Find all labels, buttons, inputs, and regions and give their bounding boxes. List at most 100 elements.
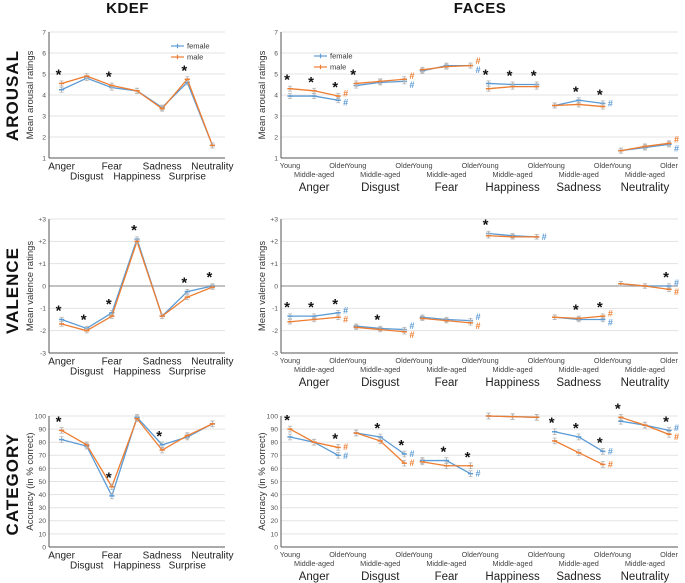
svg-text:-3: -3 xyxy=(272,350,278,357)
row-label-arousal: AROUSAL xyxy=(0,28,26,163)
svg-text:*: * xyxy=(106,69,112,86)
svg-text:60: 60 xyxy=(270,466,278,473)
svg-text:Middle-aged: Middle-aged xyxy=(426,170,466,179)
svg-text:#: # xyxy=(608,446,613,456)
svg-text:10: 10 xyxy=(38,531,46,538)
svg-text:*: * xyxy=(332,296,338,313)
svg-text:+2: +2 xyxy=(38,239,46,246)
svg-text:Young: Young xyxy=(346,356,366,365)
svg-text:7: 7 xyxy=(42,29,46,36)
svg-text:3: 3 xyxy=(42,113,46,120)
svg-text:-1: -1 xyxy=(272,306,278,313)
svg-text:*: * xyxy=(207,269,213,286)
svg-text:Older: Older xyxy=(462,550,480,559)
svg-text:Accuracy (in % correct): Accuracy (in % correct) xyxy=(257,432,268,530)
svg-text:#: # xyxy=(343,451,348,461)
svg-text:Happiness: Happiness xyxy=(113,561,160,572)
row-label-category-text: CATEGORY xyxy=(3,432,22,536)
svg-text:Disgust: Disgust xyxy=(361,571,400,583)
svg-text:70: 70 xyxy=(270,453,278,460)
svg-text:*: * xyxy=(663,269,669,286)
svg-text:Older: Older xyxy=(329,550,347,559)
svg-text:Older: Older xyxy=(594,161,612,170)
svg-text:Happiness: Happiness xyxy=(113,172,160,183)
svg-text:female: female xyxy=(330,52,353,61)
svg-text:Older: Older xyxy=(660,550,678,559)
svg-text:2: 2 xyxy=(274,134,278,141)
svg-text:*: * xyxy=(56,303,62,320)
svg-text:#: # xyxy=(608,308,613,318)
svg-text:Mean arousal ratings: Mean arousal ratings xyxy=(25,50,36,139)
svg-text:#: # xyxy=(674,423,679,433)
svg-text:Young: Young xyxy=(346,550,366,559)
svg-text:Middle-aged: Middle-aged xyxy=(426,559,466,568)
svg-text:30: 30 xyxy=(38,505,46,512)
svg-text:Anger: Anger xyxy=(299,571,330,583)
svg-text:-1: -1 xyxy=(40,306,46,313)
svg-text:Sadness: Sadness xyxy=(143,357,182,368)
svg-text:*: * xyxy=(308,74,314,91)
svg-text:90: 90 xyxy=(270,427,278,434)
svg-text:40: 40 xyxy=(38,492,46,499)
svg-text:Young: Young xyxy=(611,356,631,365)
svg-text:Neutrality: Neutrality xyxy=(621,377,670,389)
svg-text:#: # xyxy=(608,459,613,469)
svg-text:Middle-aged: Middle-aged xyxy=(625,559,665,568)
svg-text:Middle-aged: Middle-aged xyxy=(492,559,532,568)
svg-text:Neutrality: Neutrality xyxy=(621,182,670,194)
svg-text:Disgust: Disgust xyxy=(70,561,104,572)
svg-text:Older: Older xyxy=(660,356,678,365)
svg-text:80: 80 xyxy=(38,440,46,447)
svg-text:+2: +2 xyxy=(270,239,278,246)
svg-text:Middle-aged: Middle-aged xyxy=(625,170,665,179)
svg-text:100: 100 xyxy=(35,413,47,420)
svg-text:Older: Older xyxy=(528,356,546,365)
svg-text:6: 6 xyxy=(42,50,46,57)
svg-text:Disgust: Disgust xyxy=(361,377,400,389)
svg-text:Young: Young xyxy=(478,550,498,559)
svg-text:*: * xyxy=(597,299,603,316)
svg-text:Neutrality: Neutrality xyxy=(621,571,670,583)
svg-text:#: # xyxy=(409,321,414,331)
svg-text:Mean valence ratings: Mean valence ratings xyxy=(257,241,268,332)
svg-text:#: # xyxy=(409,458,414,468)
svg-text:Young: Young xyxy=(544,161,564,170)
svg-text:*: * xyxy=(284,412,290,429)
svg-text:Fear: Fear xyxy=(102,551,123,562)
column-header-kdef: KDEF xyxy=(106,0,149,17)
svg-text:*: * xyxy=(597,86,603,103)
svg-text:Middle-aged: Middle-aged xyxy=(559,365,599,374)
svg-text:#: # xyxy=(409,330,414,340)
svg-text:*: * xyxy=(131,222,137,239)
svg-text:female: female xyxy=(187,42,210,51)
svg-text:Neutrality: Neutrality xyxy=(191,551,233,562)
svg-text:Middle-aged: Middle-aged xyxy=(492,365,532,374)
svg-text:30: 30 xyxy=(270,505,278,512)
svg-text:*: * xyxy=(374,420,380,437)
svg-text:Young: Young xyxy=(412,550,432,559)
svg-text:*: * xyxy=(81,311,87,328)
svg-text:#: # xyxy=(343,306,348,316)
svg-text:0: 0 xyxy=(274,283,278,290)
svg-text:Happiness: Happiness xyxy=(485,377,540,389)
chart-kdef-arousal: 7 6 5 4 3 2 1 Mean arousal ratings * * * AngerDisgu… xyxy=(25,29,234,183)
svg-text:Young: Young xyxy=(611,550,631,559)
svg-text:*: * xyxy=(663,413,669,430)
svg-text:#: # xyxy=(608,317,613,327)
svg-text:Anger: Anger xyxy=(48,551,75,562)
svg-text:#: # xyxy=(409,80,414,90)
svg-text:Mean arousal ratings: Mean arousal ratings xyxy=(257,50,268,139)
svg-text:Older: Older xyxy=(594,356,612,365)
svg-text:*: * xyxy=(181,62,187,79)
svg-text:Disgust: Disgust xyxy=(70,172,104,183)
svg-text:#: # xyxy=(343,98,348,108)
svg-text:#: # xyxy=(343,315,348,325)
svg-text:Sadness: Sadness xyxy=(556,571,601,583)
svg-text:5: 5 xyxy=(274,71,278,78)
svg-text:#: # xyxy=(476,65,481,75)
column-header-faces: FACES xyxy=(453,0,507,17)
row-label-arousal-text: AROUSAL xyxy=(3,49,22,142)
svg-text:*: * xyxy=(56,413,62,430)
svg-text:*: * xyxy=(56,66,62,83)
svg-text:Surprise: Surprise xyxy=(169,561,207,572)
